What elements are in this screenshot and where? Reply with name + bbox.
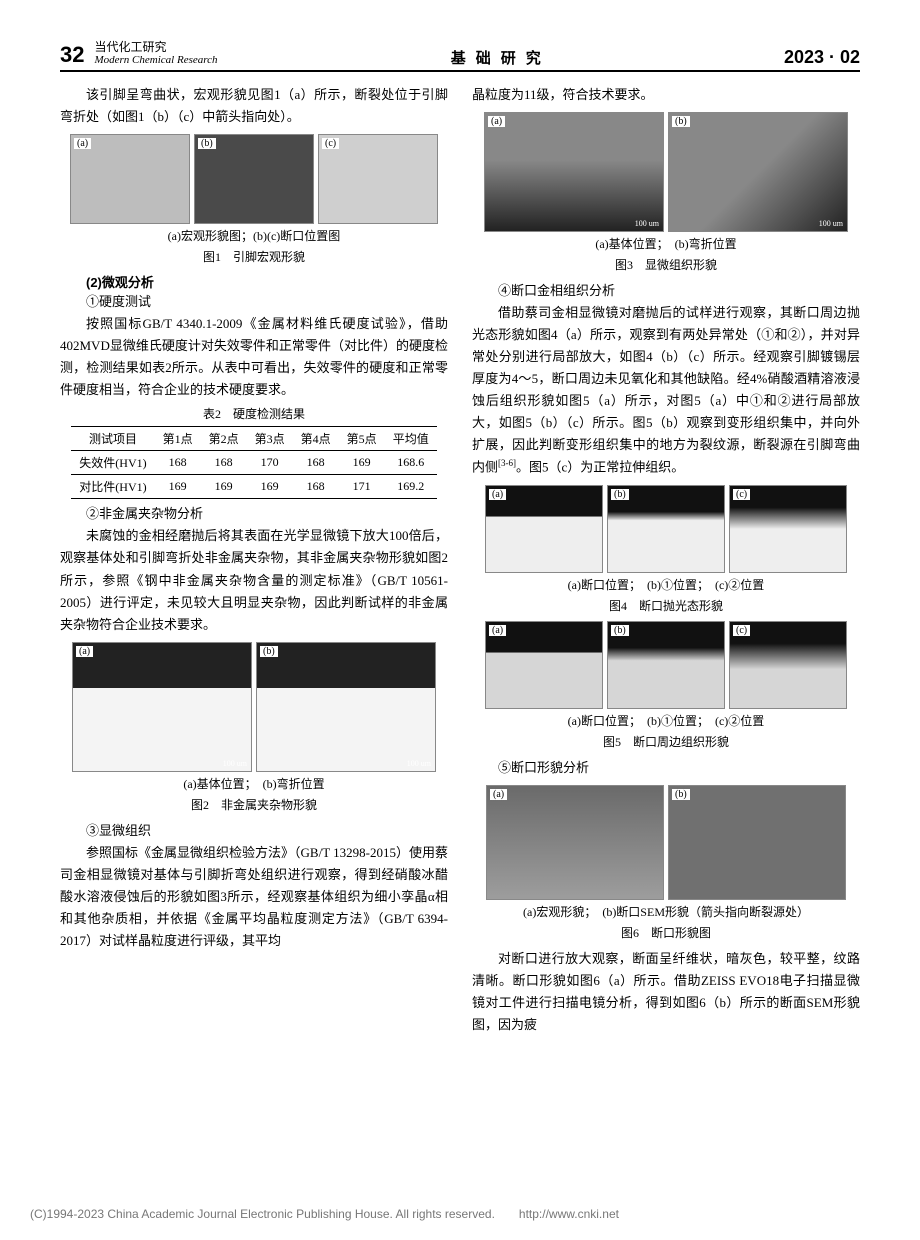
panel-tag: (a) xyxy=(489,625,506,636)
figure-1: (a) (b) (c) (a)宏观形貌图；(b)(c)断口位置图 图1 引脚宏观… xyxy=(60,134,448,266)
sub-heading: ③显微组织 xyxy=(60,820,448,842)
figure-subcaption: (a)宏观形貌图；(b)(c)断口位置图 xyxy=(60,227,448,245)
table-header: 平均值 xyxy=(385,427,437,451)
section-title: 基础研究 xyxy=(218,47,784,68)
panel-tag: (c) xyxy=(733,625,750,636)
figure-3: (a) 100 um (b) 100 um (a)基体位置； (b)弯折位置 图… xyxy=(472,112,860,274)
copyright-footer: (C)1994-2023 China Academic Journal Elec… xyxy=(30,1205,619,1222)
page-number: 32 xyxy=(60,42,84,68)
figure-4: (a) (b) (c) (a)断口位置； (b)①位置； (c)②位置 图4 断… xyxy=(472,485,860,615)
table-cell: 169.2 xyxy=(385,475,437,499)
panel-tag: (a) xyxy=(76,646,93,657)
figure-subcaption: (a)断口位置； (b)①位置； (c)②位置 xyxy=(472,576,860,594)
panel-tag: (a) xyxy=(489,489,506,500)
panel-tag: (b) xyxy=(260,646,278,657)
table-caption: 表2 硬度检测结果 xyxy=(60,405,448,422)
body-text: 按照国标GB/T 4340.1-2009《金属材料维氏硬度试验》，借助402MV… xyxy=(60,313,448,401)
table-header: 第5点 xyxy=(339,427,385,451)
table-header: 测试项目 xyxy=(71,427,154,451)
panel-tag: (c) xyxy=(322,138,339,149)
scale-bar: 100 um xyxy=(635,219,659,228)
figure-2: (a) 100 um (b) 100 um (a)基体位置； (b)弯折位置 图… xyxy=(60,642,448,814)
panel-tag: (b) xyxy=(611,625,629,636)
scale-bar: 100 um xyxy=(819,219,843,228)
figure-subcaption: (a)断口位置； (b)①位置； (c)②位置 xyxy=(472,712,860,730)
hardness-table: 测试项目 第1点 第2点 第3点 第4点 第5点 平均值 失效件(HV1) 16… xyxy=(71,426,436,499)
table-cell: 168.6 xyxy=(385,451,437,475)
figure-caption: 图2 非金属夹杂物形貌 xyxy=(60,796,448,814)
figure-subcaption: (a)基体位置； (b)弯折位置 xyxy=(60,775,448,793)
panel-tag: (a) xyxy=(74,138,91,149)
panel-tag: (a) xyxy=(490,789,507,800)
page-header: 32 当代化工研究 Modern Chemical Research 基础研究 … xyxy=(60,40,860,72)
table-header: 第1点 xyxy=(155,427,201,451)
body-text: 该引脚呈弯曲状，宏观形貌见图1（a）所示，断裂处位于引脚弯折处（如图1（b）（c… xyxy=(60,84,448,128)
journal-name-cn: 当代化工研究 xyxy=(94,40,217,54)
table-header: 第4点 xyxy=(293,427,339,451)
panel-tag: (c) xyxy=(733,489,750,500)
figure-caption: 图5 断口周边组织形貌 xyxy=(472,733,860,751)
table-cell: 168 xyxy=(293,475,339,499)
figure-subcaption: (a)宏观形貌； (b)断口SEM形貌（箭头指向断裂源处） xyxy=(472,903,860,921)
body-text: 晶粒度为11级，符合技术要求。 xyxy=(472,84,860,106)
scale-bar: 100 um xyxy=(407,759,431,768)
table-header: 第2点 xyxy=(201,427,247,451)
table-cell: 169 xyxy=(247,475,293,499)
figure-6: (a) (b) (a)宏观形貌； (b)断口SEM形貌（箭头指向断裂源处） 图6… xyxy=(472,785,860,942)
body-text: 借助蔡司金相显微镜对磨抛后的试样进行观察，其断口周边抛光态形貌如图4（a）所示，… xyxy=(472,302,860,479)
figure-subcaption: (a)基体位置； (b)弯折位置 xyxy=(472,235,860,253)
body-text: 未腐蚀的金相经磨抛后将其表面在光学显微镜下放大100倍后，观察基体处和引脚弯折处… xyxy=(60,525,448,635)
table-cell: 168 xyxy=(293,451,339,475)
figure-caption: 图3 显微组织形貌 xyxy=(472,256,860,274)
section-heading: (2)微观分析 xyxy=(60,272,448,291)
table-cell: 170 xyxy=(247,451,293,475)
panel-tag: (b) xyxy=(198,138,216,149)
table-cell: 169 xyxy=(339,451,385,475)
journal-name-en: Modern Chemical Research xyxy=(94,54,217,67)
body-text: 参照国标《金属显微组织检验方法》（GB/T 13298-2015）使用蔡司金相显… xyxy=(60,842,448,952)
figure-caption: 图1 引脚宏观形貌 xyxy=(60,248,448,266)
panel-tag: (b) xyxy=(672,116,690,127)
table-cell: 171 xyxy=(339,475,385,499)
sub-heading: ④断口金相组织分析 xyxy=(472,280,860,302)
panel-tag: (a) xyxy=(488,116,505,127)
issue-label: 2023 · 02 xyxy=(784,47,860,68)
table-cell: 168 xyxy=(201,451,247,475)
panel-tag: (b) xyxy=(672,789,690,800)
figure-caption: 图6 断口形貌图 xyxy=(472,924,860,942)
panel-tag: (b) xyxy=(611,489,629,500)
citation-ref: [3-6] xyxy=(498,458,516,468)
left-column: 该引脚呈弯曲状，宏观形貌见图1（a）所示，断裂处位于引脚弯折处（如图1（b）（c… xyxy=(60,84,448,1039)
table-cell: 169 xyxy=(201,475,247,499)
table-cell: 对比件(HV1) xyxy=(71,475,154,499)
scale-bar: 100 um xyxy=(223,759,247,768)
body-text: 对断口进行放大观察，断面呈纤维状，暗灰色，较平整，纹路清晰。断口形貌如图6（a）… xyxy=(472,948,860,1036)
sub-heading: ①硬度测试 xyxy=(60,291,448,313)
right-column: 晶粒度为11级，符合技术要求。 (a) 100 um (b) 100 um (a… xyxy=(472,84,860,1039)
table-cell: 失效件(HV1) xyxy=(71,451,154,475)
figure-5: (a) (b) (c) (a)断口位置； (b)①位置； (c)②位置 图5 断… xyxy=(472,621,860,751)
table-cell: 168 xyxy=(155,451,201,475)
table-header: 第3点 xyxy=(247,427,293,451)
figure-caption: 图4 断口抛光态形貌 xyxy=(472,597,860,615)
sub-heading: ②非金属夹杂物分析 xyxy=(60,503,448,525)
table-cell: 169 xyxy=(155,475,201,499)
sub-heading: ⑤断口形貌分析 xyxy=(472,757,860,779)
